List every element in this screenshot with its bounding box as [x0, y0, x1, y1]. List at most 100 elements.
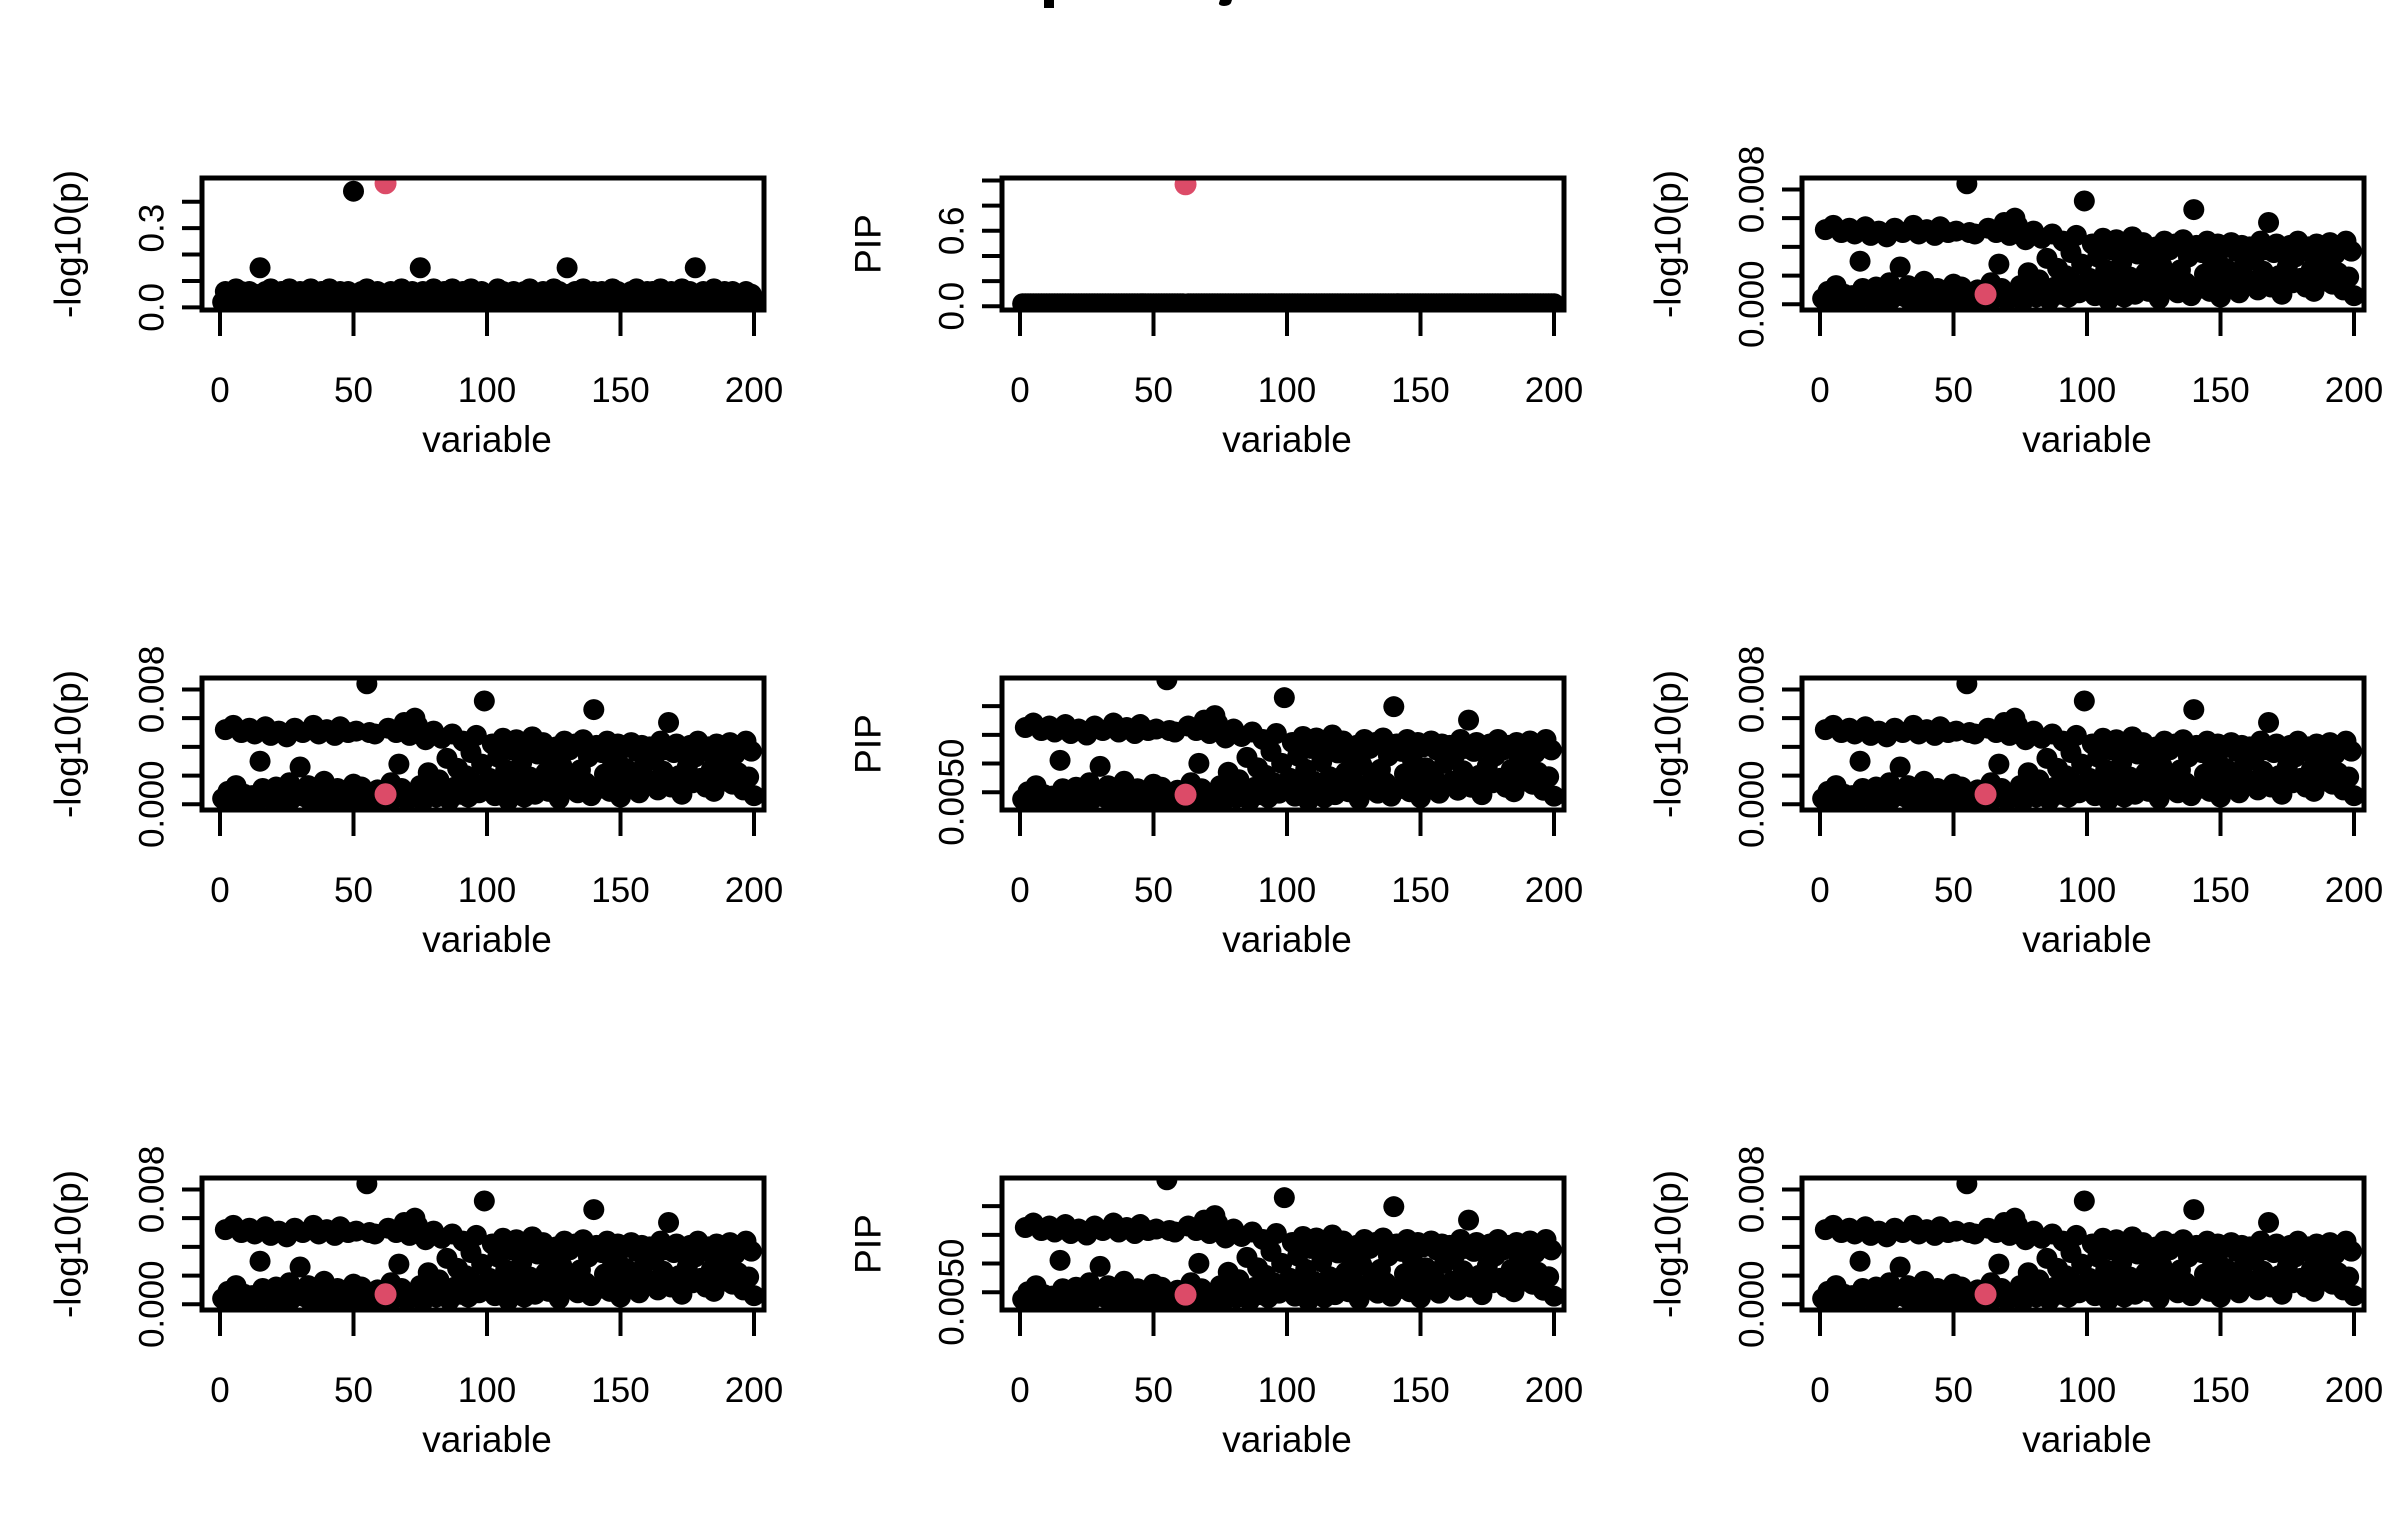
scatter-plot-cell: 0 50 100 150 200 0.000 0.008 variable -log10(p)	[40, 1016, 840, 1516]
data-point	[2065, 1224, 2087, 1246]
scatter-plot-cell: 0 50 100 150 200 0.000 0.008 variable -log10(p)	[1640, 16, 2400, 516]
x-tick-label: 200	[2325, 371, 2383, 410]
x-tick-label: 0	[1810, 371, 1829, 410]
data-point	[2252, 760, 2274, 782]
data-point	[1049, 1249, 1071, 1271]
data-point	[2183, 1199, 2205, 1221]
data-point	[2338, 266, 2360, 288]
data-point	[2258, 711, 2280, 733]
highlight-point	[374, 783, 397, 806]
data-point	[2343, 1285, 2364, 1307]
y-tick-label: 0.000	[1733, 760, 1772, 848]
data-point	[1188, 752, 1210, 774]
highlight-point	[1174, 1283, 1197, 1306]
data-point	[473, 1190, 495, 1212]
data-point	[1956, 1178, 1978, 1195]
scatter-plot-cell: 0 50 100 150 200 0.000 0.008 variable -log10(p)	[1640, 516, 2400, 1016]
scatter-plot-svg: 0 50 100 150 200 0.000 0.008 variable -log10(p)	[1648, 1146, 2384, 1460]
data-point	[1889, 256, 1911, 278]
data-point	[1543, 785, 1564, 807]
scatter-plot-svg: 0 50 100 150 200 0.000 0.008 variable -log10(p)	[48, 1146, 784, 1460]
x-tick-label: 150	[2191, 1371, 2249, 1410]
x-tick-label: 150	[2191, 871, 2249, 910]
scatter-plot-cell: 0 50 100 150 200 0.0 0.3 variable -log10(p)	[40, 16, 840, 516]
data-point	[1543, 1285, 1564, 1307]
data-point	[1956, 178, 1978, 195]
data-point	[1273, 1187, 1295, 1209]
data-point	[743, 1285, 764, 1307]
points-group	[1012, 678, 1564, 810]
data-point	[583, 1199, 605, 1221]
highlight-point	[374, 1283, 397, 1306]
plot-box	[199, 175, 767, 313]
data-point	[409, 257, 431, 279]
points-group	[212, 178, 764, 310]
y-axis-label: -log10(p)	[1648, 670, 1689, 818]
x-tick-label: 100	[2058, 371, 2116, 410]
x-axis-label: variable	[422, 1419, 552, 1460]
data-point	[1543, 293, 1564, 310]
y-tick-label: 0.000	[1733, 1260, 1772, 1348]
x-axis-label: variable	[2022, 1419, 2152, 1460]
data-point	[738, 766, 760, 788]
data-point	[2340, 740, 2362, 762]
data-point	[2340, 240, 2362, 262]
data-point	[1988, 753, 2010, 775]
x-tick-label: 100	[2058, 1371, 2116, 1410]
y-axis-label: -log10(p)	[1648, 1170, 1689, 1318]
x-tick-label: 50	[1934, 1371, 1973, 1410]
data-point	[388, 1253, 410, 1275]
plot-box	[1799, 675, 2367, 813]
x-tick-label: 0	[1010, 1371, 1029, 1410]
plot-box	[999, 1175, 1567, 1313]
scatter-plot-svg: 0 50 100 150 200 0.0050 variable PIP	[848, 675, 1583, 960]
data-point	[1538, 766, 1560, 788]
y-tick-label: 0.008	[133, 646, 172, 734]
x-tick-label: 0	[1810, 1371, 1829, 1410]
data-point	[2343, 285, 2364, 307]
x-tick-label: 50	[1134, 871, 1173, 910]
x-tick-label: 150	[591, 871, 649, 910]
data-point	[356, 678, 378, 695]
x-tick-label: 0	[210, 371, 229, 410]
points-group	[1812, 1178, 2364, 1310]
data-point	[388, 753, 410, 775]
data-point	[1849, 250, 1871, 272]
data-point	[2252, 260, 2274, 282]
scatter-plot-svg: 0 50 100 150 200 0.000 0.008 variable -log10(p)	[48, 646, 784, 960]
points-group	[212, 1178, 764, 1310]
x-tick-label: 200	[1525, 1371, 1583, 1410]
x-tick-label: 200	[725, 1371, 783, 1410]
data-point	[1452, 1260, 1474, 1282]
data-point	[1265, 722, 1287, 744]
y-axis-label: -log10(p)	[48, 670, 89, 818]
data-point	[658, 1211, 680, 1233]
data-point	[740, 740, 762, 762]
scatter-plot-cell: 0 50 100 150 200 0.000 0.008 variable -log10(p)	[40, 516, 840, 1016]
plot-box	[199, 1175, 767, 1313]
points-group	[1012, 1178, 1564, 1310]
x-tick-label: 100	[1258, 871, 1316, 910]
y-tick-label: 0.008	[133, 1146, 172, 1234]
data-point	[473, 690, 495, 712]
data-point	[249, 750, 271, 772]
y-axis-label: PIP	[848, 214, 889, 274]
data-point	[2258, 211, 2280, 233]
highlight-point	[1174, 178, 1197, 196]
data-point	[249, 1250, 271, 1272]
data-point	[652, 760, 674, 782]
scatter-plot-cell: 0 50 100 150 200 0.0050 variable PIP	[840, 516, 1640, 1016]
x-tick-label: 0	[1010, 371, 1029, 410]
x-tick-label: 150	[1391, 871, 1449, 910]
data-point	[1889, 1256, 1911, 1278]
data-point	[2183, 199, 2205, 221]
x-tick-label: 100	[2058, 871, 2116, 910]
x-axis-label: variable	[422, 419, 552, 460]
data-point	[1156, 1178, 1178, 1191]
data-point	[743, 291, 764, 310]
scatter-plot-svg: 0 50 100 150 200 0.0050 variable PIP	[848, 1175, 1583, 1460]
y-axis-label: PIP	[848, 714, 889, 774]
data-point	[652, 1260, 674, 1282]
data-point	[740, 1240, 762, 1262]
data-point	[1265, 1222, 1287, 1244]
